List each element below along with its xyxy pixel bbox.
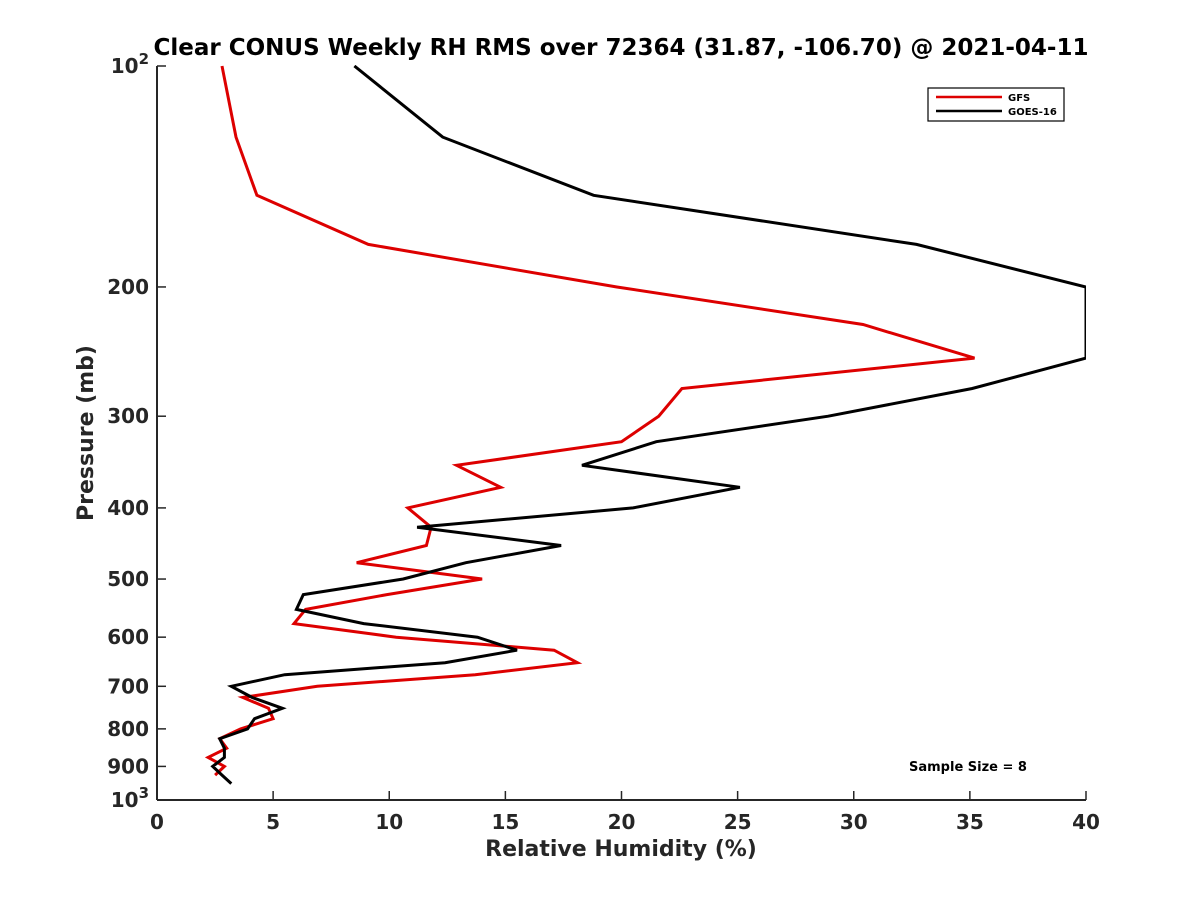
y-tick-label: 400 <box>107 496 149 520</box>
x-tick-label: 20 <box>608 810 636 834</box>
x-axis-ticks: 0 5 10 15 20 25 30 35 40 <box>150 791 1100 834</box>
x-tick-label: 35 <box>956 810 984 834</box>
y-tick-label: 500 <box>107 567 149 591</box>
x-tick-label: 15 <box>491 810 519 834</box>
x-tick-label: 25 <box>724 810 752 834</box>
legend: GFS GOES-16 <box>927 87 1065 122</box>
legend-label-goes16: GOES-16 <box>1008 107 1057 118</box>
x-tick-label: 10 <box>375 810 403 834</box>
legend-label-gfs: GFS <box>1008 93 1030 104</box>
series-line-goes16 <box>210 65 1086 785</box>
series-line-gfs <box>204 65 975 777</box>
y-tick-label: 800 <box>107 717 149 741</box>
y-tick-label: 200 <box>107 275 149 299</box>
chart-title: Clear CONUS Weekly RH RMS over 72364 (31… <box>154 35 1089 61</box>
y-tick-label: 700 <box>107 674 149 698</box>
y-tick-label: 600 <box>107 625 149 649</box>
y-axis-label: Pressure (mb) <box>74 345 99 521</box>
x-tick-label: 0 <box>150 810 164 834</box>
y-tick-label: 300 <box>107 404 149 428</box>
sample-size-annotation: Sample Size = 8 <box>909 760 1027 775</box>
x-tick-label: 40 <box>1072 810 1100 834</box>
y-tick-label: 900 <box>107 754 149 778</box>
legend-box <box>927 87 1065 122</box>
x-tick-label: 5 <box>266 810 280 834</box>
x-tick-label: 30 <box>840 810 868 834</box>
x-axis-label: Relative Humidity (%) <box>485 837 757 862</box>
